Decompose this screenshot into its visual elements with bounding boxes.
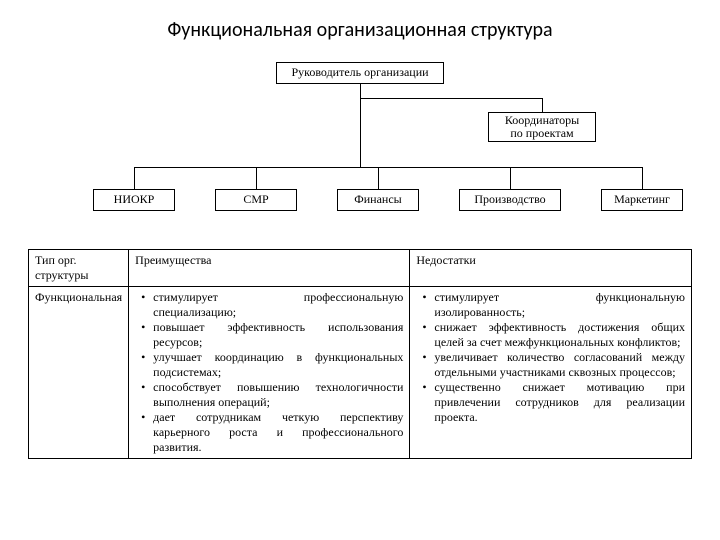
comparison-table: Тип орг. структуры Преимущества Недостат… (28, 249, 692, 459)
list-item: существенно снижает мотивацию при привле… (416, 380, 685, 425)
org-chart: Руководитель организации Координаторыпо … (28, 62, 692, 237)
connector-line (360, 98, 542, 99)
cell-advantages: стимулирует профессиональную специализац… (129, 287, 410, 459)
node-leaf: Производство (459, 189, 561, 211)
connector-line (642, 167, 643, 189)
list-item: улучшает координацию в функциональных по… (135, 350, 403, 380)
node-leaf: Маркетинг (601, 189, 683, 211)
node-leaf: Финансы (337, 189, 419, 211)
node-root: Руководитель организации (276, 62, 444, 84)
connector-line (510, 167, 511, 189)
list-item: дает сотрудникам четкую перспективу карь… (135, 410, 403, 455)
list-item: стимулирует профессиональную специализац… (135, 290, 403, 320)
connector-line (134, 167, 135, 189)
cell-disadvantages: стимулирует функциональную изолированнос… (410, 287, 692, 459)
table-header-row: Тип орг. структуры Преимущества Недостат… (29, 250, 692, 287)
col-header-dis: Недостатки (410, 250, 692, 287)
connector-line (542, 98, 543, 112)
node-coordinator: Координаторыпо проектам (488, 112, 596, 142)
cell-type: Функциональная (29, 287, 129, 459)
list-item: способствует повышению технологичности в… (135, 380, 403, 410)
connector-line (378, 167, 379, 189)
connector-line (134, 167, 642, 168)
col-header-adv: Преимущества (129, 250, 410, 287)
list-item: увеличивает количество согласований межд… (416, 350, 685, 380)
list-item: повышает эффективность использования рес… (135, 320, 403, 350)
col-header-type: Тип орг. структуры (29, 250, 129, 287)
table-row: Функциональная стимулирует профессиональ… (29, 287, 692, 459)
list-item: стимулирует функциональную изолированнос… (416, 290, 685, 320)
list-item: снижает эффективность достижения общих ц… (416, 320, 685, 350)
connector-line (360, 84, 361, 167)
connector-line (256, 167, 257, 189)
node-leaf: СМР (215, 189, 297, 211)
page-title: Функциональная организационная структура (28, 18, 692, 42)
node-leaf: НИОКР (93, 189, 175, 211)
